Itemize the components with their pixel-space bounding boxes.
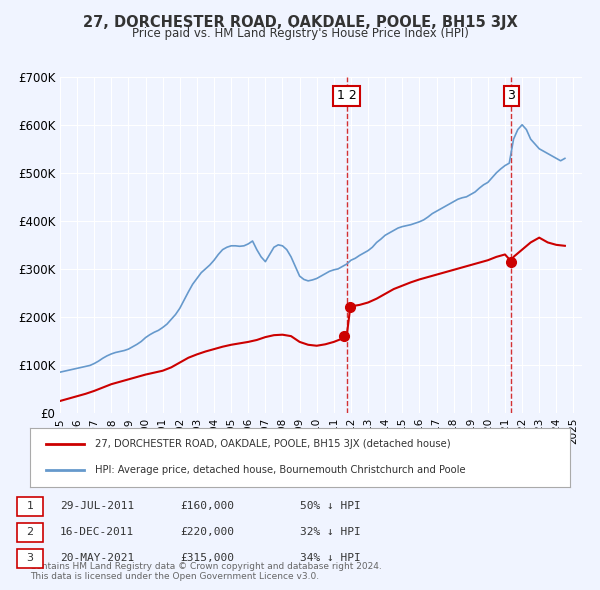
Text: 34% ↓ HPI: 34% ↓ HPI <box>300 553 361 563</box>
Text: HPI: Average price, detached house, Bournemouth Christchurch and Poole: HPI: Average price, detached house, Bour… <box>95 466 466 475</box>
Text: 2: 2 <box>26 527 34 537</box>
Text: £315,000: £315,000 <box>180 553 234 563</box>
Text: 50% ↓ HPI: 50% ↓ HPI <box>300 502 361 511</box>
Text: 27, DORCHESTER ROAD, OAKDALE, POOLE, BH15 3JX (detached house): 27, DORCHESTER ROAD, OAKDALE, POOLE, BH1… <box>95 440 451 449</box>
Text: £160,000: £160,000 <box>180 502 234 511</box>
Text: 3: 3 <box>26 553 34 563</box>
Text: 29-JUL-2011: 29-JUL-2011 <box>60 502 134 511</box>
Text: 16-DEC-2011: 16-DEC-2011 <box>60 527 134 537</box>
Text: 32% ↓ HPI: 32% ↓ HPI <box>300 527 361 537</box>
Text: 20-MAY-2021: 20-MAY-2021 <box>60 553 134 563</box>
Text: 1: 1 <box>26 502 34 511</box>
Text: 1 2: 1 2 <box>337 90 356 103</box>
Text: Price paid vs. HM Land Registry's House Price Index (HPI): Price paid vs. HM Land Registry's House … <box>131 27 469 40</box>
Text: 3: 3 <box>508 90 515 103</box>
Text: £220,000: £220,000 <box>180 527 234 537</box>
Text: 27, DORCHESTER ROAD, OAKDALE, POOLE, BH15 3JX: 27, DORCHESTER ROAD, OAKDALE, POOLE, BH1… <box>83 15 517 30</box>
Text: Contains HM Land Registry data © Crown copyright and database right 2024.
This d: Contains HM Land Registry data © Crown c… <box>30 562 382 581</box>
